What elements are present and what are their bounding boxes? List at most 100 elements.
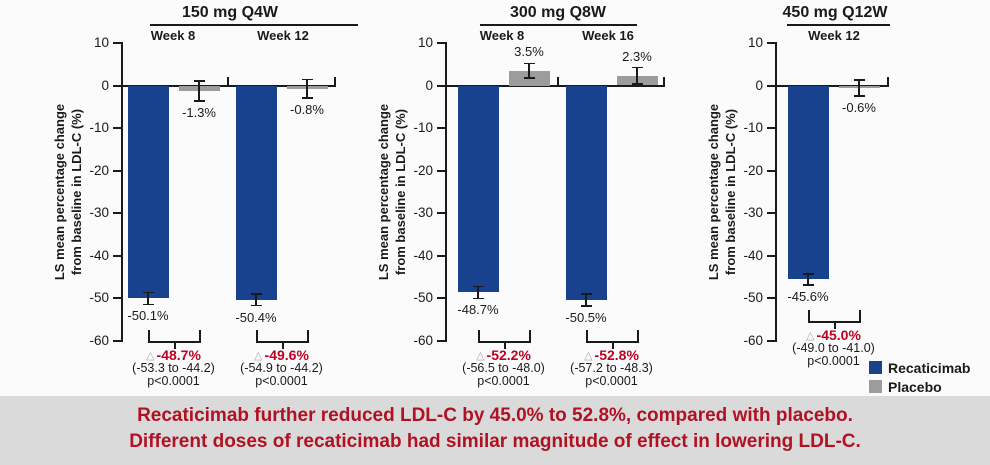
bar-recaticimab xyxy=(787,85,829,280)
bracket-tick-center xyxy=(611,343,614,349)
delta-label: △ -45.0% xyxy=(749,327,919,343)
bracket-line xyxy=(808,321,861,323)
y-tick-label: -30 xyxy=(743,205,763,220)
error-bar-placebo-line xyxy=(198,80,200,102)
y-tick-mark xyxy=(437,169,445,172)
delta-triangle-icon: △ xyxy=(806,330,815,342)
y-tick-mark xyxy=(437,84,445,87)
bar-recaticimab xyxy=(235,85,277,300)
bracket-tick-center xyxy=(503,343,506,349)
y-axis-line xyxy=(121,42,123,342)
y-tick-label: 0 xyxy=(425,77,433,93)
week-label: Week 12 xyxy=(808,28,860,43)
bracket-tick-right xyxy=(199,330,201,341)
y-tick-mark xyxy=(113,84,121,87)
bracket-tick-center xyxy=(173,343,176,349)
y-axis-line xyxy=(775,42,777,342)
error-bar-placebo-cap-top xyxy=(853,79,865,81)
y-tick-mark xyxy=(113,339,121,342)
y-tick-mark xyxy=(437,212,445,214)
y-tick-mark xyxy=(437,42,445,44)
caption-line-1: Recaticimab further reduced LDL-C by 45.… xyxy=(137,405,853,426)
bracket-line xyxy=(256,341,309,343)
value-label-placebo: -1.3% xyxy=(182,105,216,121)
y-tick-label: -30 xyxy=(413,205,433,220)
delta-label: △ -52.8% xyxy=(527,347,697,363)
bracket-tick-left xyxy=(586,330,588,341)
week-label: Week 8 xyxy=(150,28,196,43)
panel-2: 300 mg Q8W 10 0 -10 -20 -30 -40 -50 -60 LS mean p… xyxy=(330,0,665,396)
y-axis-line xyxy=(445,42,447,342)
panel-title: 450 mg Q12W xyxy=(782,4,888,21)
title-rule xyxy=(480,24,637,26)
y-tick-label: -50 xyxy=(743,290,763,305)
delta-triangle-icon: △ xyxy=(584,350,593,362)
ci-label: (-56.5 to -48.0) xyxy=(462,361,545,375)
error-bar-recaticimab-line xyxy=(585,294,587,307)
y-tick-label: -20 xyxy=(89,162,109,178)
bracket-tick-right xyxy=(529,330,531,341)
y-tick-mark xyxy=(767,212,775,214)
delta-triangle-icon: △ xyxy=(476,350,485,362)
y-tick-mark xyxy=(767,84,775,87)
caption-line-2: Different doses of recaticimab had simil… xyxy=(129,431,861,452)
y-tick-mark xyxy=(437,127,445,129)
error-bar-recaticimab-cap-top xyxy=(802,272,814,275)
y-tick-label: -30 xyxy=(89,205,109,220)
value-label-placebo: 2.3% xyxy=(622,48,652,64)
y-tick-label: -60 xyxy=(89,332,109,348)
error-bar-placebo-cap-bottom xyxy=(193,100,205,103)
chart-canvas: 150 mg Q4W 10 0 -10 -20 -30 -40 -50 -60 LS mean p… xyxy=(0,0,919,396)
group-separator-tick xyxy=(557,76,559,85)
bracket-tick-left xyxy=(478,330,480,341)
ci-label: (-57.2 to -48.3) xyxy=(570,361,653,375)
p-value-label: p<0.0001 xyxy=(255,374,308,388)
ci-label: (-54.9 to -44.2) xyxy=(240,361,323,375)
error-bar-placebo-line xyxy=(528,63,530,78)
y-tick-label: -20 xyxy=(413,162,433,178)
y-tick-label: -40 xyxy=(89,247,109,263)
y-tick-mark xyxy=(767,339,775,342)
y-tick-label: -10 xyxy=(743,120,763,135)
delta-triangle-icon: △ xyxy=(146,350,155,362)
error-bar-placebo-cap-bottom xyxy=(853,95,865,97)
y-tick-label: -40 xyxy=(413,247,433,263)
error-bar-recaticimab-cap-bottom xyxy=(802,284,814,286)
value-label-placebo: -0.6% xyxy=(842,100,876,116)
y-tick-label: -40 xyxy=(743,247,763,263)
ci-label: (-49.0 to -41.0) xyxy=(792,341,875,355)
bracket-line xyxy=(148,341,201,343)
delta-value: -45.0% xyxy=(816,327,861,343)
bracket-tick-center xyxy=(833,323,836,329)
error-bar-placebo-cap-top xyxy=(523,62,535,65)
week-label: Week 8 xyxy=(479,28,525,43)
y-tick-label: -60 xyxy=(743,332,763,348)
delta-value: -49.6% xyxy=(264,347,309,363)
legend: Recaticimab Placebo xyxy=(869,359,970,397)
panel-1: 150 mg Q4W 10 0 -10 -20 -30 -40 -50 -60 LS mean p… xyxy=(0,0,358,396)
y-tick-label: 10 xyxy=(417,35,433,50)
delta-value: -52.2% xyxy=(486,347,531,363)
delta-label: △ -48.7% xyxy=(89,347,259,363)
value-label-placebo: 3.5% xyxy=(514,44,544,60)
error-bar-recaticimab-cap-top xyxy=(250,292,262,295)
legend-label-recaticimab: Recaticimab xyxy=(888,359,971,376)
legend-label-placebo: Placebo xyxy=(888,378,942,395)
bracket-tick-left xyxy=(256,330,258,341)
bracket-tick-right xyxy=(637,330,639,341)
error-bar-placebo-cap-top xyxy=(193,80,205,82)
group-separator-tick xyxy=(227,76,229,85)
y-tick-mark xyxy=(113,212,121,214)
baseline-end-tick xyxy=(663,76,665,85)
error-bar-recaticimab-cap-top xyxy=(580,293,592,295)
week-label: Week 16 xyxy=(582,28,634,43)
bracket-tick-right xyxy=(307,330,309,341)
y-tick-label: -20 xyxy=(743,162,763,178)
error-bar-recaticimab-cap-bottom xyxy=(472,297,484,300)
bracket-tick-left xyxy=(148,330,150,341)
legend-item-recaticimab: Recaticimab xyxy=(869,359,970,376)
y-tick-label: 0 xyxy=(755,77,763,93)
p-value-label: p<0.0001 xyxy=(807,354,860,368)
y-tick-label: -50 xyxy=(413,290,433,305)
y-axis-title: LS mean percentage change from baseline … xyxy=(706,103,738,281)
